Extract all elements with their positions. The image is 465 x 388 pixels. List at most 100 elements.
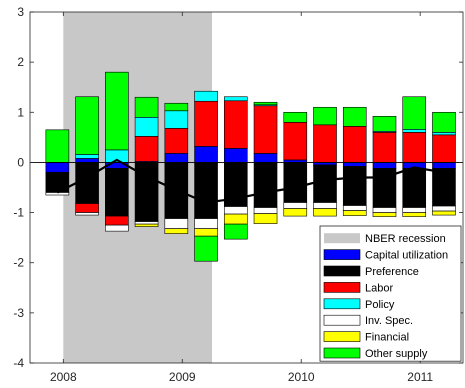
y-tick-label-2: -2 [13,256,24,270]
bar-segment-labor-2 [105,215,129,226]
bar-segment-financial-9 [313,208,337,217]
bar-segment-policy-12 [402,129,427,133]
bar-segment-capital-utilization-10 [342,162,367,167]
bar-segment-inv-spec--7 [253,207,278,214]
bar-segment-other-supply-1 [75,96,99,155]
x-tick-label-0: 2008 [50,370,77,384]
bar-segment-inv-spec--12 [402,207,427,213]
bar-segment-preference-7 [253,162,278,208]
bar-segment-inv-spec--5 [194,218,218,229]
x-tick-label-2: 2010 [288,370,315,384]
bar-segment-capital-utilization-0 [45,162,70,173]
bar-segment-capital-utilization-13 [432,162,456,169]
bar-segment-financial-12 [402,212,427,217]
bar-segment-other-supply-12 [402,96,427,130]
legend-swatch-other-supply [323,347,361,359]
bar-segment-labor-7 [253,105,278,154]
bar-segment-financial-7 [253,213,278,224]
bar-segment-capital-utilization-5 [194,146,218,163]
bar-segment-inv-spec--1 [75,212,99,216]
bar-segment-other-supply-13 [432,111,456,133]
bar-segment-capital-utilization-1 [75,158,99,163]
bar-segment-labor-12 [402,132,427,163]
bar-segment-financial-4 [164,228,189,234]
bar-segment-policy-6 [223,96,248,102]
y-tick-label-5: 1 [17,105,24,119]
bar-segment-policy-13 [432,132,456,136]
axis-layer: -4 -3 -2 -1 0 1 2 3 2008 2009 2010 2011 [13,5,464,384]
bar-segment-preference-8 [283,162,308,203]
bar-segment-labor-1 [75,203,99,213]
legend-label-preference: Preference [365,266,419,278]
legend-label-financial: Financial [365,332,409,344]
axes-box [29,11,464,364]
y-tick-label-4: 0 [17,155,24,169]
legend: NBER recession Capital utilization Prefere… [319,225,462,362]
legend-swatch-labor [323,282,361,293]
bar-segment-other-supply-4 [164,102,189,112]
bar-segment-inv-spec--9 [313,202,337,209]
y-tick-label-0: -4 [13,356,24,370]
bar-segment-labor-5 [194,100,218,147]
legend-box [319,225,462,362]
x-tick-label-3: 2011 [407,370,433,384]
overlay-line [56,158,445,204]
bar-segment-financial-5 [194,228,218,237]
bar-segment-policy-4 [164,110,189,129]
bar-segment-preference-5 [194,162,218,219]
bar-segment-other-supply-9 [313,106,337,126]
legend-label-capital-utilization: Capital utilization [365,250,448,262]
legend-label-policy: Policy [365,299,395,311]
bar-segment-policy-1 [75,154,99,159]
bar-segment-financial-10 [342,210,367,216]
bar-segment-labor-10 [342,126,367,163]
bar-segment-other-supply-5 [194,235,218,262]
bar-segment-inv-spec--4 [164,218,189,229]
legend-swatch-preference [323,265,361,277]
legend-label-labor: Labor [365,282,393,294]
legend-label-other-supply: Other supply [365,348,428,360]
bar-segment-labor-9 [313,124,337,163]
bars-layer [45,71,456,262]
legend-label-nber-recession: NBER recession [365,233,446,245]
bar-segment-preference-2 [105,168,129,217]
bar-segment-preference-12 [402,168,427,208]
y-tick-label-3: -1 [13,206,24,220]
bar-segment-inv-spec--13 [432,205,456,212]
bar-segment-inv-spec--10 [342,205,367,211]
bar-segment-preference-13 [432,168,456,207]
legend-swatch-capital-utilization [323,249,361,260]
bar-segment-financial-8 [283,208,308,217]
bar-segment-other-supply-6 [223,223,248,240]
line-layer [30,158,463,204]
bar-segment-financial-3 [134,223,159,227]
bar-segment-capital-utilization-6 [223,148,248,163]
bar-segment-inv-spec--0 [45,192,70,196]
bar-segment-labor-6 [223,100,248,149]
bar-segment-preference-10 [342,166,367,206]
y-tick-label-1: -3 [13,306,24,320]
bar-segment-inv-spec--11 [372,207,397,213]
bar-segment-capital-utilization-7 [253,153,278,163]
legend-label-inv-spec-: Inv. Spec. [365,315,413,327]
bar-segment-preference-1 [75,162,99,204]
legend-swatch-policy [323,298,361,310]
bar-segment-financial-13 [432,210,456,216]
legend-swatch-nber-recession [324,233,360,244]
bar-segment-labor-3 [134,136,159,162]
bar-segment-inv-spec--3 [134,221,159,225]
bar-segment-other-supply-3 [134,96,159,118]
bar-segment-inv-spec--6 [223,206,248,215]
bar-segment-inv-spec--8 [283,202,308,209]
bar-segment-policy-5 [194,90,218,102]
bar-segment-labor-13 [432,134,456,163]
x-tick-label-1: 2009 [169,370,196,384]
bar-segment-capital-utilization-11 [372,162,397,169]
bar-segment-other-supply-2 [105,71,129,151]
bar-segment-inv-spec--2 [105,224,129,232]
bar-segment-labor-4 [164,128,189,154]
bar-segment-financial-6 [223,213,248,225]
bar-segment-other-supply-7 [253,101,278,106]
